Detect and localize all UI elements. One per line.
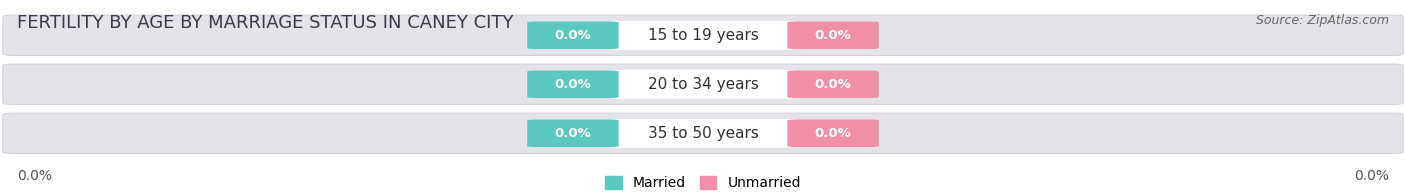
Text: 0.0%: 0.0% <box>814 78 852 91</box>
Legend: Married, Unmarried: Married, Unmarried <box>602 173 804 193</box>
Text: FERTILITY BY AGE BY MARRIAGE STATUS IN CANEY CITY: FERTILITY BY AGE BY MARRIAGE STATUS IN C… <box>17 14 513 32</box>
Text: 15 to 19 years: 15 to 19 years <box>648 28 758 43</box>
Text: 0.0%: 0.0% <box>554 78 592 91</box>
Text: 0.0%: 0.0% <box>814 127 852 140</box>
Text: 0.0%: 0.0% <box>554 127 592 140</box>
Text: 35 to 50 years: 35 to 50 years <box>648 126 758 141</box>
Text: 0.0%: 0.0% <box>1354 169 1389 183</box>
Text: 0.0%: 0.0% <box>17 169 52 183</box>
Text: 0.0%: 0.0% <box>814 29 852 42</box>
Text: 20 to 34 years: 20 to 34 years <box>648 77 758 92</box>
Text: 0.0%: 0.0% <box>554 29 592 42</box>
Text: Source: ZipAtlas.com: Source: ZipAtlas.com <box>1256 14 1389 27</box>
